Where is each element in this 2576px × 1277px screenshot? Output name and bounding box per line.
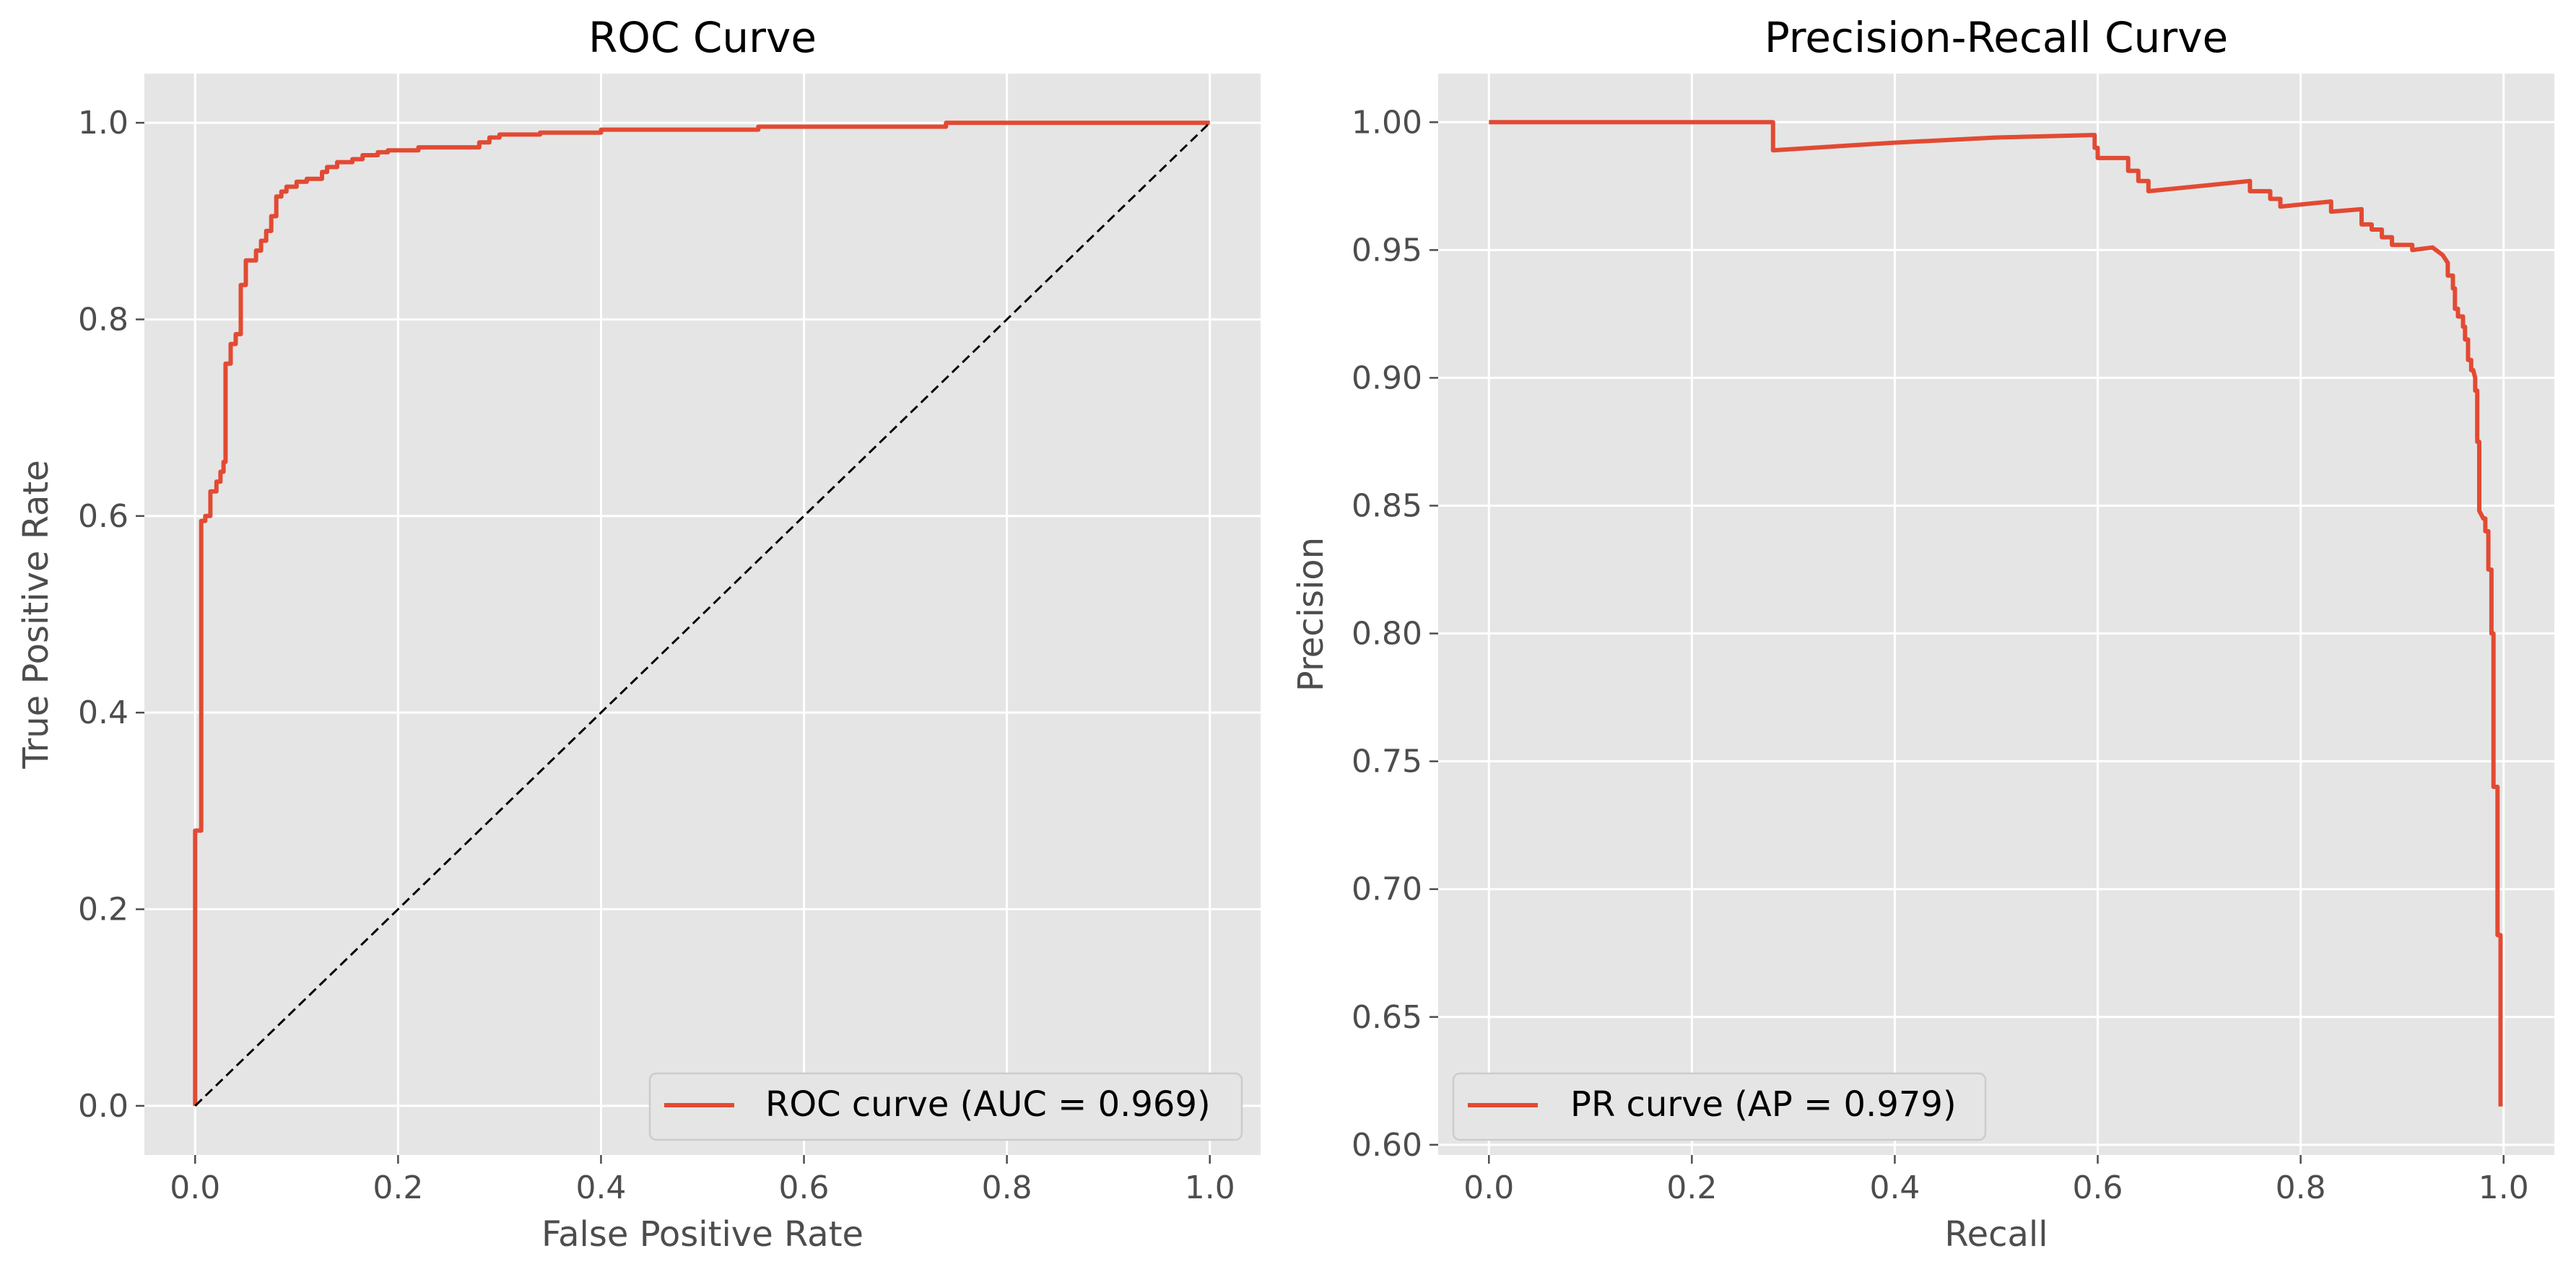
roc-legend: ROC curve (AUC = 0.969): [648, 1072, 1243, 1141]
roc-chance-diagonal-line: [194, 122, 1211, 1107]
pr-chart: 0.0 0.2 0.4 0.6 0.8 1.0 0.60 0.65 0.70 0.75 0.80 0.…: [1291, 13, 2554, 1255]
roc-legend-label: ROC curve (AUC = 0.969): [765, 1084, 1211, 1125]
pr-x-tick-label: 0.4: [1869, 1169, 1920, 1206]
pr-y-tick-label: 0.90: [1352, 359, 1422, 396]
pr-series-line: [1489, 120, 2503, 1107]
pr-legend-label: PR curve (AP = 0.979): [1570, 1084, 1957, 1125]
pr-ticks: 0.0 0.2 0.4 0.6 0.8 1.0 0.60 0.65 0.70 0.75 0.80 0.…: [1352, 104, 2529, 1206]
roc-x-tick-label: 0.0: [170, 1169, 220, 1206]
pr-y-tick-label: 0.70: [1352, 871, 1422, 908]
pr-series: [1489, 120, 2503, 1107]
roc-y-axis-label: True Positive Rate: [16, 460, 56, 770]
pr-y-tick-label: 0.95: [1352, 232, 1422, 269]
roc-title: ROC Curve: [588, 13, 817, 62]
pr-legend-box: [1452, 1072, 1987, 1141]
roc-x-axis-label: False Positive Rate: [541, 1214, 863, 1255]
roc-y-tick-label: 0.0: [78, 1088, 129, 1125]
pr-x-tick-label: 0.2: [1666, 1169, 1717, 1206]
roc-y-tick-label: 0.2: [78, 892, 129, 928]
pr-y-tick-label: 0.75: [1352, 744, 1422, 780]
roc-y-tick-label: 0.6: [78, 498, 129, 535]
pr-x-tick-label: 0.0: [1463, 1169, 1514, 1206]
pr-legend: PR curve (AP = 0.979): [1452, 1072, 1987, 1141]
pr-x-tick-label: 0.6: [2073, 1169, 2123, 1206]
roc-y-tick-label: 0.8: [78, 301, 129, 338]
pr-y-tick-label: 1.00: [1352, 104, 1422, 141]
roc-legend-box: [648, 1072, 1243, 1141]
roc-x-tick-label: 1.0: [1185, 1169, 1235, 1206]
pr-y-axis-label: Precision: [1291, 537, 1331, 692]
pr-x-tick-label: 1.0: [2479, 1169, 2529, 1206]
roc-series: [193, 121, 1211, 1107]
pr-x-axis-label: Recall: [1944, 1214, 2048, 1255]
pr-y-tick-label: 0.60: [1352, 1127, 1422, 1164]
roc-x-tick-label: 0.4: [575, 1169, 626, 1206]
roc-ticks: 0.0 0.2 0.4 0.6 0.8 1.0 0.0 0.2 0.4 0.6 0.8 1.0: [78, 105, 1235, 1206]
pr-x-tick-label: 0.8: [2276, 1169, 2326, 1206]
roc-series-line: [193, 121, 1210, 1106]
roc-x-tick-label: 0.2: [373, 1169, 423, 1206]
pr-y-tick-label: 0.85: [1352, 487, 1422, 524]
roc-x-tick-label: 0.8: [982, 1169, 1032, 1206]
roc-y-tick-label: 1.0: [78, 105, 129, 141]
roc-y-tick-label: 0.4: [78, 694, 129, 731]
pr-plot-area: [1438, 74, 2554, 1155]
pr-title: Precision-Recall Curve: [1765, 13, 2228, 62]
pr-y-tick-label: 0.65: [1352, 999, 1422, 1036]
roc-chart: 0.0 0.2 0.4 0.6 0.8 1.0 0.0 0.2 0.4 0.6 0.8 1.0 ROC…: [16, 13, 1261, 1255]
pr-y-tick-label: 0.80: [1352, 616, 1422, 653]
roc-x-tick-label: 0.6: [779, 1169, 830, 1206]
